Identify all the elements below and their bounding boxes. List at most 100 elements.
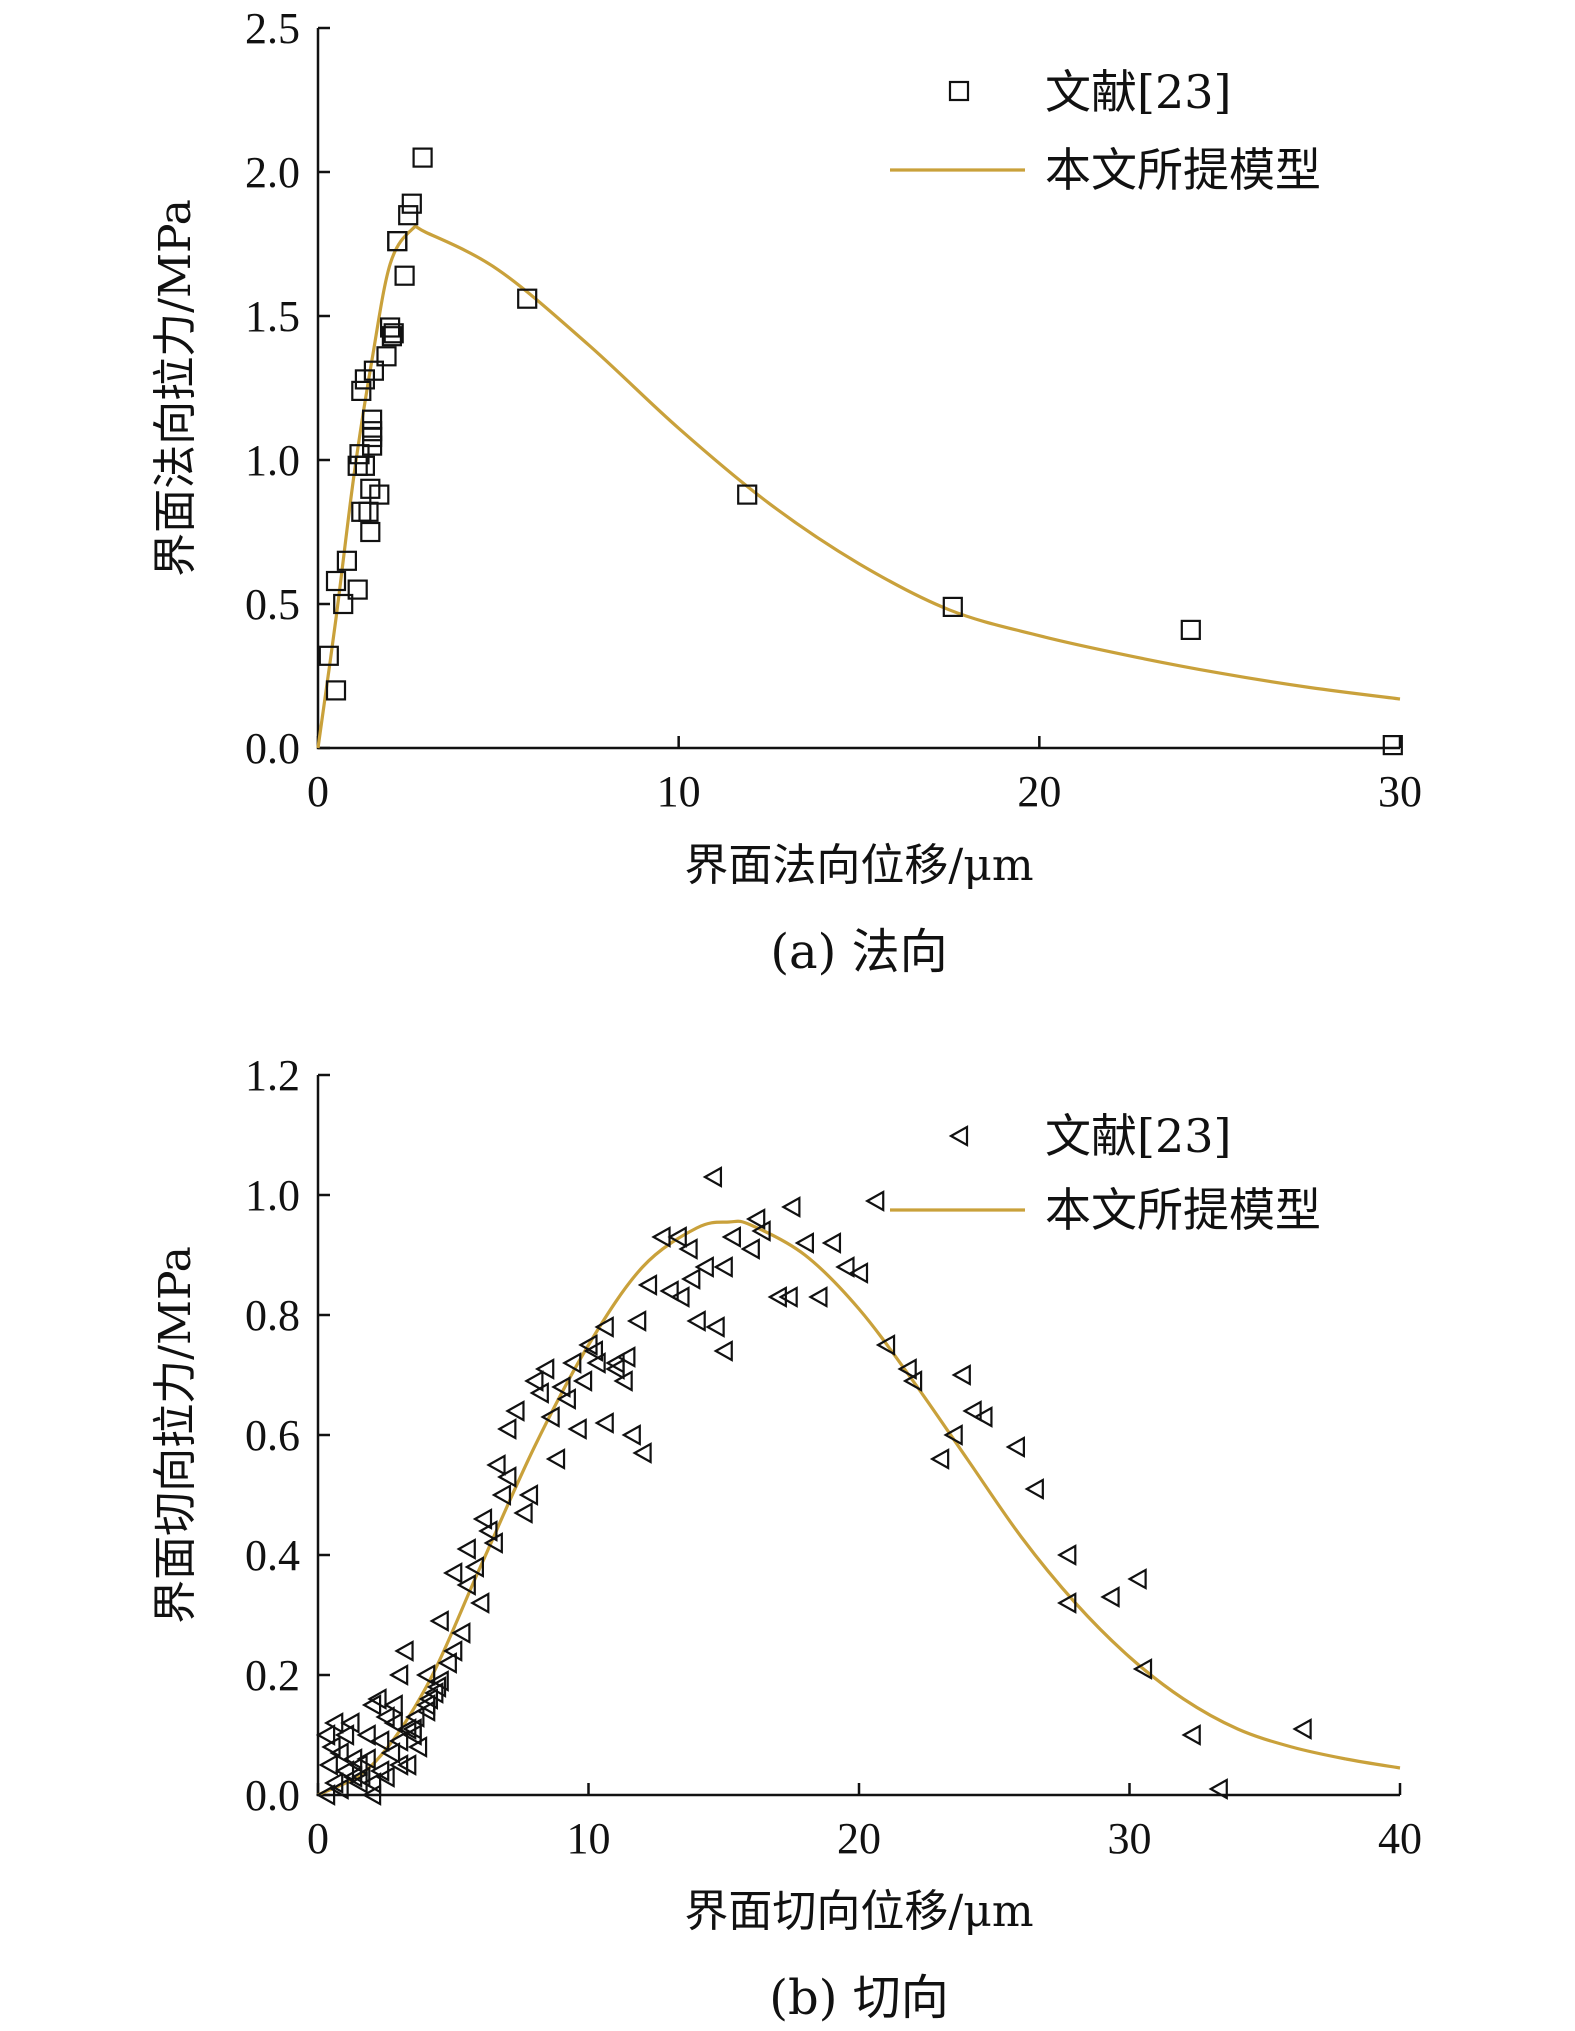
data-point-triangle	[497, 1418, 517, 1440]
data-point-triangle	[897, 1358, 917, 1380]
data-point-triangle	[361, 1772, 382, 1794]
data-point-triangle	[361, 1784, 382, 1806]
data-point-triangle	[864, 1190, 885, 1212]
data-point-square	[737, 484, 758, 505]
data-point-triangle	[951, 1364, 971, 1386]
data-point-triangle	[973, 1406, 993, 1428]
data-point-triangle	[315, 1784, 336, 1806]
data-point-square	[362, 426, 383, 448]
x-tick-label: 10	[567, 1814, 611, 1863]
data-point-square	[387, 231, 408, 252]
data-point-triangle	[562, 1352, 582, 1374]
data-point-triangle	[632, 1442, 652, 1464]
x-tick-label: 30	[1378, 767, 1422, 816]
data-point-triangle	[437, 1652, 457, 1674]
y-tick-label: 0.4	[245, 1531, 300, 1580]
panel-b-y-axis-title: 界面切向拉力/MPa	[150, 1246, 201, 1624]
data-point-triangle	[418, 1688, 439, 1710]
y-tick-label: 0.6	[245, 1411, 300, 1460]
data-point-triangle	[694, 1256, 714, 1278]
x-tick-label: 10	[657, 767, 701, 816]
data-point-triangle	[426, 1676, 447, 1698]
data-point-triangle	[808, 1286, 828, 1308]
data-point-triangle	[534, 1358, 555, 1380]
data-point-triangle	[491, 1484, 512, 1506]
data-point-triangle	[781, 1196, 801, 1218]
data-point-triangle	[334, 1760, 355, 1782]
data-point-triangle	[472, 1508, 493, 1530]
x-tick-label: 0	[307, 767, 329, 816]
data-point-triangle	[340, 1712, 360, 1734]
y-tick-label: 1.0	[245, 1171, 300, 1220]
data-point-triangle	[329, 1778, 349, 1800]
data-point-triangle	[667, 1226, 687, 1248]
data-point-square	[1180, 619, 1201, 641]
panel-a-caption: (a) 法向	[770, 924, 947, 980]
data-point-triangle	[637, 1274, 658, 1296]
data-point-square	[318, 645, 339, 666]
panel-a-x-ticks: 0 10 20 30	[307, 736, 1422, 816]
data-point-triangle	[424, 1682, 444, 1704]
data-point-square	[369, 484, 390, 505]
data-point-triangle	[848, 1262, 869, 1284]
y-tick-label: 1.5	[245, 292, 300, 341]
data-point-triangle	[1208, 1778, 1228, 1800]
data-point-triangle	[686, 1310, 706, 1332]
data-point-triangle	[415, 1700, 436, 1722]
data-point-triangle	[1100, 1586, 1120, 1608]
data-point-triangle	[1132, 1658, 1153, 1680]
y-tick-label: 0.5	[245, 580, 300, 629]
data-point-triangle	[415, 1664, 436, 1686]
panel-a-x-axis-title: 界面法向位移/μm	[684, 840, 1033, 891]
data-point-triangle	[456, 1538, 476, 1560]
data-point-square	[336, 550, 357, 571]
data-point-triangle	[835, 1256, 855, 1278]
data-point-triangle	[348, 1772, 368, 1794]
data-point-square	[358, 501, 379, 522]
data-point-square	[363, 360, 384, 381]
y-tick-label: 1.0	[245, 436, 300, 485]
data-point-triangle	[540, 1406, 560, 1428]
data-point-square	[412, 147, 433, 168]
y-tick-label: 1.2	[245, 1051, 300, 1100]
data-point-triangle	[405, 1706, 425, 1728]
data-point-triangle	[745, 1208, 766, 1230]
data-point-triangle	[678, 1238, 698, 1260]
data-point-triangle	[375, 1766, 395, 1788]
data-point-square	[942, 596, 963, 618]
panel-b-x-ticks: 0 10 20 30 40	[307, 1783, 1422, 1863]
data-point-triangle	[626, 1310, 647, 1332]
y-tick-label: 0.8	[245, 1291, 300, 1340]
data-point-triangle	[388, 1754, 409, 1776]
data-point-triangle	[586, 1352, 606, 1374]
panel-a-y-axis-title: 界面法向拉力/MPa	[150, 199, 201, 577]
data-point-triangle	[616, 1346, 636, 1368]
panel-b-legend-label-data: 文献[23]	[1045, 1109, 1231, 1163]
data-point-square	[517, 288, 538, 309]
model-curve	[317, 1219, 1401, 1797]
data-point-square	[325, 680, 347, 701]
data-point-square	[394, 265, 415, 286]
data-point-triangle	[315, 1724, 336, 1746]
data-point-triangle	[1005, 1436, 1025, 1458]
panel-b-x-axis-title: 界面切向位移/μm	[684, 1886, 1033, 1937]
data-point-square	[351, 380, 372, 401]
data-point-triangle	[342, 1748, 363, 1770]
data-point-triangle	[605, 1358, 625, 1380]
data-point-square	[401, 193, 422, 214]
data-point-triangle	[464, 1556, 484, 1578]
data-point-triangle	[321, 1736, 341, 1758]
data-point-square	[333, 593, 354, 615]
data-point-triangle	[451, 1622, 471, 1644]
model-curve	[316, 224, 1401, 749]
data-point-triangle	[1292, 1718, 1312, 1740]
data-point-triangle	[875, 1334, 896, 1356]
data-point-triangle	[497, 1466, 517, 1488]
data-point-triangle	[713, 1256, 733, 1278]
data-point-triangle	[375, 1706, 395, 1728]
panel-a-legend-label-data: 文献[23]	[1045, 65, 1231, 119]
panel-a-plot-area	[316, 147, 1403, 756]
data-point-triangle	[767, 1286, 787, 1308]
y-tick-label: 0.2	[245, 1651, 300, 1700]
x-tick-label: 40	[1378, 1814, 1422, 1863]
